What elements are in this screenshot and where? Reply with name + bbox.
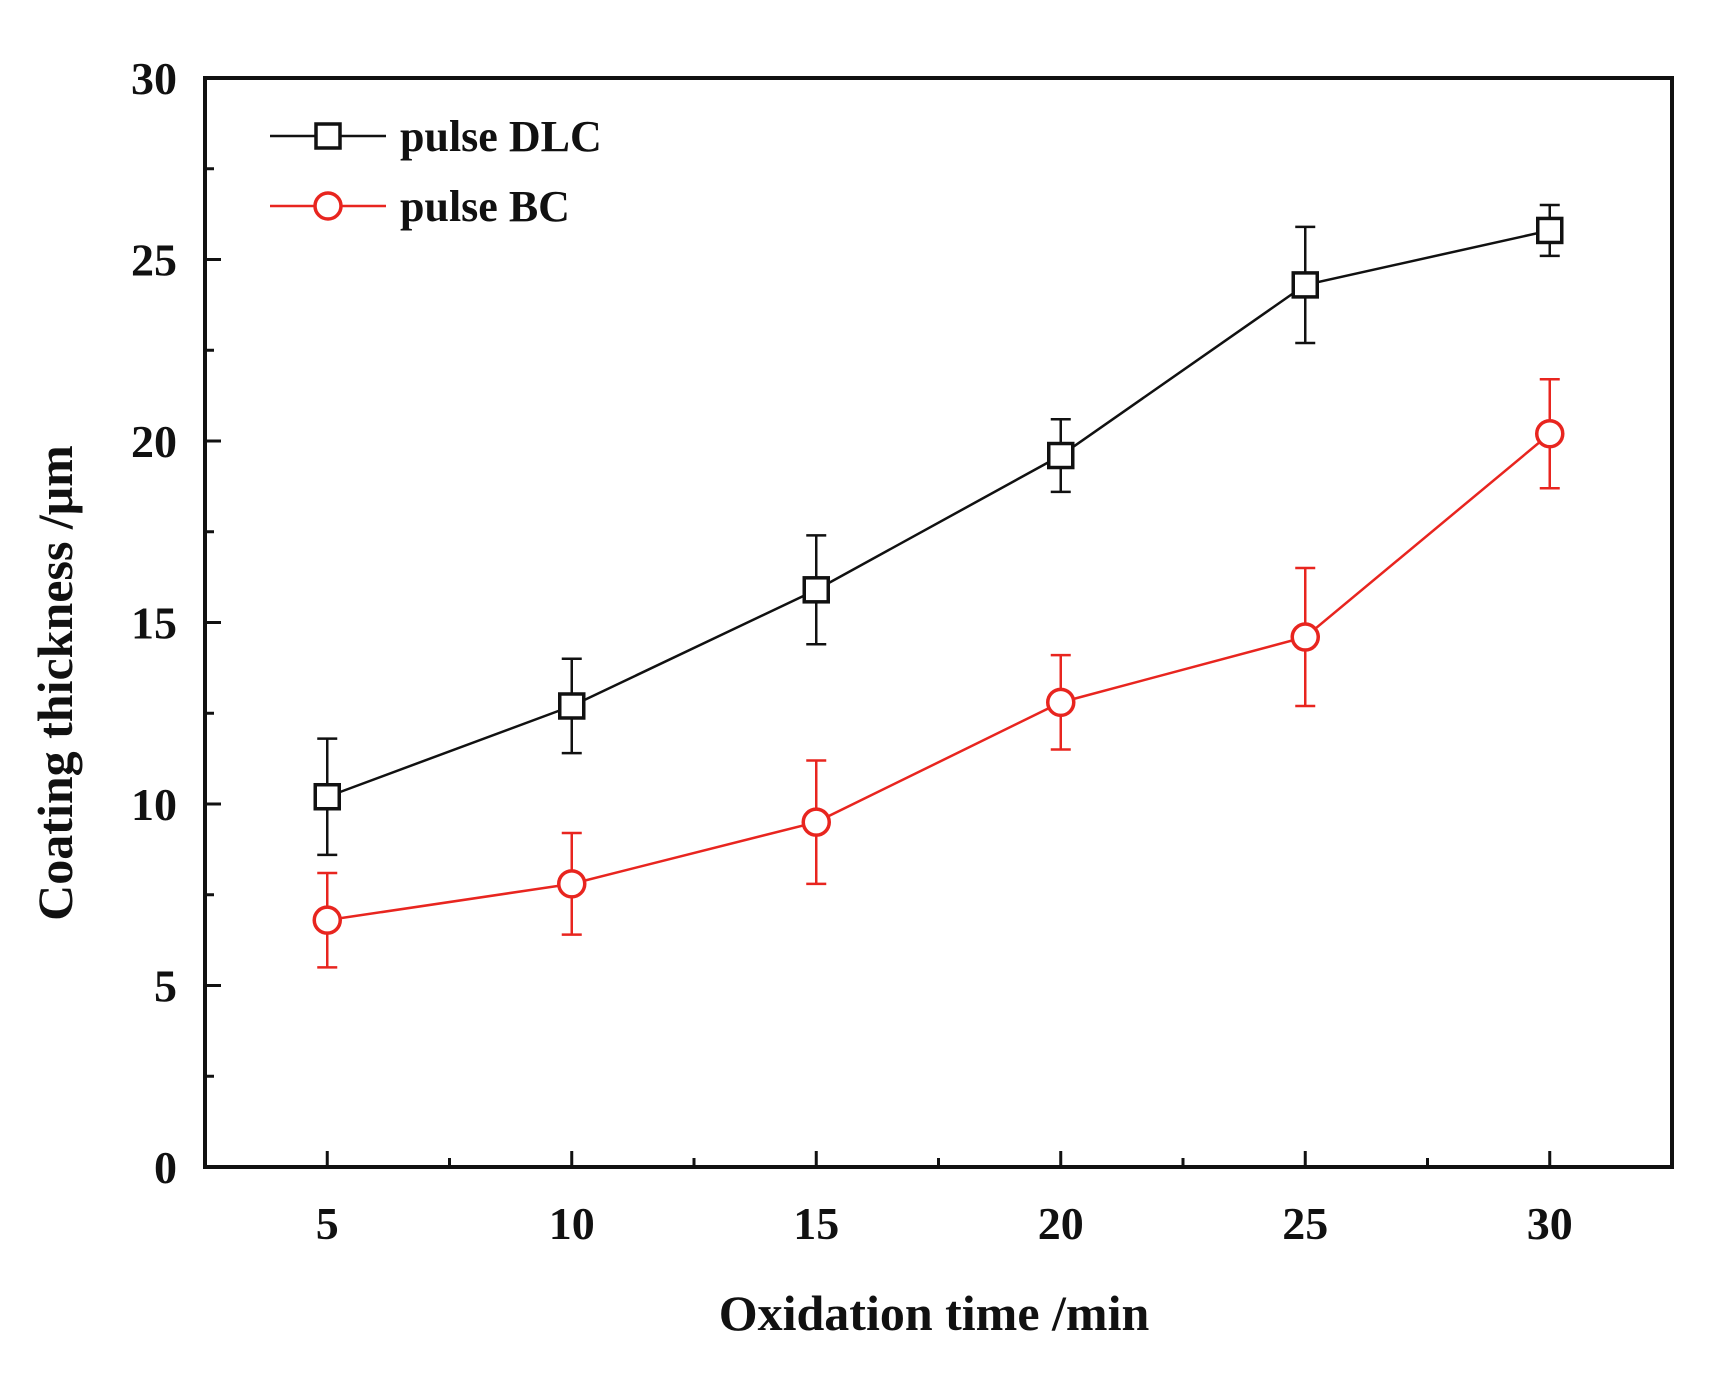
y-tick-label: 30 (131, 53, 177, 104)
data-point (1047, 441, 1075, 470)
x-tick-label: 10 (549, 1198, 595, 1249)
y-tick-label: 15 (131, 598, 177, 649)
data-point (801, 807, 831, 837)
legend-marker (313, 191, 343, 221)
series-line-0 (326, 229, 1551, 798)
x-axis-title: Oxidation time /min (719, 1285, 1150, 1341)
data-point (1046, 687, 1076, 718)
series-line-1 (327, 432, 1551, 922)
y-tick-label: 5 (154, 961, 177, 1012)
x-tick-label: 20 (1038, 1198, 1084, 1249)
x-tick-label: 25 (1282, 1198, 1328, 1249)
x-tick-label: 15 (793, 1198, 839, 1249)
data-point (558, 692, 586, 720)
data-point (1290, 622, 1320, 652)
data-point (312, 905, 342, 935)
legend: pulse DLC pulse BC (270, 112, 602, 231)
y-tick-label: 25 (131, 235, 177, 286)
y-tick-label: 0 (154, 1142, 177, 1193)
y-axis-title: Coating thickness /μm (27, 445, 83, 921)
legend-label: pulse BC (400, 182, 570, 231)
y-tick-label: 20 (131, 416, 177, 467)
data-point (1536, 216, 1564, 245)
plot-frame (203, 76, 1674, 1169)
x-tick-label: 5 (316, 1198, 339, 1249)
data-point (802, 576, 830, 604)
y-tick-label: 10 (131, 779, 177, 830)
data-point (557, 869, 587, 899)
x-tick-label: 30 (1527, 1198, 1573, 1249)
data-point (1291, 271, 1319, 299)
data-point (313, 782, 341, 811)
legend-label: pulse DLC (400, 112, 602, 161)
plot-area: 5 10 15 20 25 30 0 5 10 15 20 25 30 (131, 53, 1674, 1249)
data-point (1535, 418, 1565, 449)
legend-marker (314, 122, 342, 150)
